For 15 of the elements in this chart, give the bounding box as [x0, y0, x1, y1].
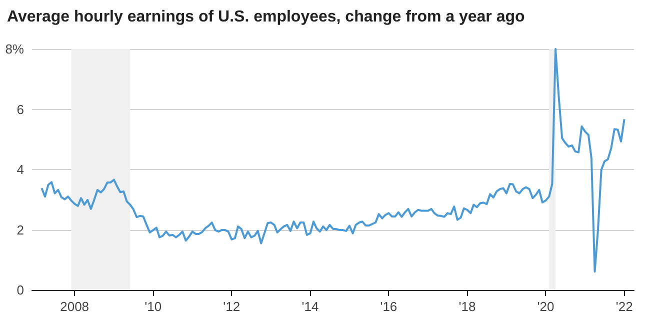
- y-tick-label: 4: [16, 162, 24, 177]
- x-tick-label: '20: [537, 299, 554, 314]
- x-tick-label: '12: [223, 299, 240, 314]
- x-tick-label: 2008: [60, 299, 90, 314]
- y-tick-label: 0: [16, 282, 24, 298]
- y-tick-label: 8%: [5, 42, 24, 56]
- x-tick-label: '18: [458, 299, 476, 314]
- x-tick-label: '22: [616, 299, 633, 314]
- x-tick-label: '14: [302, 299, 319, 314]
- chart-title: Average hourly earnings of U.S. employees, change from a year ago: [7, 8, 526, 26]
- x-tick-label: '16: [380, 299, 398, 314]
- line-series: [40, 48, 626, 273]
- y-tick-label: 6: [16, 102, 24, 117]
- y-tick-label: 2: [16, 222, 24, 238]
- x-tick-label: '10: [144, 299, 162, 314]
